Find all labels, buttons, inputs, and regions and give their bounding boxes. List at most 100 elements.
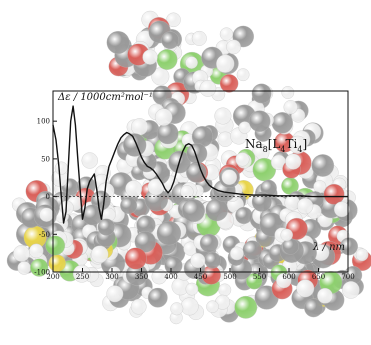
y-tick-label: -50 [39, 231, 50, 239]
atom-sphere [29, 243, 44, 259]
atom-sphere [30, 258, 49, 277]
atom-sphere [242, 240, 262, 260]
atom-sphere [280, 228, 293, 242]
atom-sphere [156, 220, 182, 246]
atom-sphere [288, 135, 307, 154]
atom-sphere [323, 183, 345, 205]
atom-sphere [170, 302, 184, 316]
atom-sphere [246, 273, 263, 290]
atom-sphere [219, 27, 234, 41]
atom-sphere [185, 282, 199, 296]
atom-sphere [45, 235, 66, 256]
atom-sphere [131, 118, 149, 136]
x-tick-label: 400 [164, 273, 177, 281]
x-tick-label: 650 [312, 273, 325, 281]
atom-sphere [123, 133, 147, 157]
y-tick-label: 100 [37, 118, 50, 126]
atom-sphere [106, 285, 124, 303]
atom-sphere [191, 30, 207, 46]
atom-sphere [190, 252, 206, 269]
atom-sphere [81, 152, 98, 169]
compound-label-mid2: Ti [286, 137, 298, 151]
atom-sphere [283, 100, 298, 115]
atom-sphere [342, 281, 360, 299]
compound-label-sub2: 4 [280, 145, 285, 154]
y-axis-label: Δε / 1000cm²mol⁻¹ [57, 92, 153, 103]
atom-sphere [217, 131, 233, 147]
atom-sphere [156, 122, 179, 145]
atom-sphere [340, 237, 358, 256]
atom-sphere [90, 245, 109, 264]
atom-sphere [219, 74, 239, 93]
atom-sphere [313, 180, 327, 194]
atom-sphere [235, 206, 253, 225]
axis-ticks: 200 250 300 350 400 450 500 550 600 650 700100500-… [34, 118, 354, 281]
atom-sphere [304, 298, 323, 318]
compound-label-suffix: ] [302, 137, 307, 151]
compound-label-sub1: 8 [263, 145, 268, 154]
atom-sphere [271, 112, 293, 134]
atom-sphere [161, 31, 179, 50]
atom-sphere [13, 245, 30, 262]
atom-sphere [216, 54, 235, 73]
x-tick-label: 200 [46, 273, 59, 281]
x-tick-label: 600 [282, 273, 295, 281]
atom-sphere [333, 201, 350, 218]
y-tick-label: 0 [46, 193, 50, 201]
atom-sphere [206, 300, 219, 313]
atom-sphere [235, 152, 250, 167]
atom-sphere [276, 272, 292, 289]
atom-sphere [204, 252, 221, 269]
atom-sphere [281, 86, 295, 99]
atom-sphere [230, 246, 244, 261]
atom-sphere [108, 266, 121, 279]
atom-sphere [166, 12, 181, 28]
atom-sphere [147, 287, 168, 308]
atom-sphere [134, 231, 156, 253]
atom-sphere [142, 49, 158, 65]
atom-sphere [185, 56, 198, 69]
y-tick-label: 50 [41, 155, 50, 163]
atom-sphere [151, 67, 170, 86]
compound-label: Na8[L4Ti4] [245, 137, 307, 154]
atom-sphere [214, 107, 232, 125]
x-tick-label: 250 [76, 273, 89, 281]
atom-sphere [218, 283, 232, 297]
atom-sphere [236, 68, 250, 82]
atom-sphere [221, 169, 238, 185]
atom-sphere [296, 279, 315, 298]
atom-sphere [205, 198, 229, 222]
atom-sphere [199, 80, 217, 97]
x-tick-label: 700 [341, 273, 354, 281]
cd-spectrum-line [52, 105, 348, 224]
atom-sphere [48, 254, 66, 273]
atom-sphere [186, 143, 208, 164]
atom-sphere [156, 49, 178, 70]
atom-sphere [130, 298, 147, 315]
atom-sphere [106, 31, 130, 54]
atom-sphere [124, 247, 147, 270]
atom-sphere [199, 233, 219, 253]
compound-label-mid1: [L [268, 137, 281, 151]
atom-sphere [355, 248, 369, 262]
atom-sphere [238, 121, 251, 134]
atom-sphere [226, 39, 241, 55]
atom-sphere [97, 218, 115, 236]
x-tick-label: 300 [105, 273, 118, 281]
atom-sphere [251, 83, 272, 104]
cd-spectrum [52, 105, 348, 224]
atom-sphere [120, 197, 138, 214]
atom-sphere [311, 154, 335, 177]
x-axis-label: λ / nm [312, 242, 345, 253]
compound-label-prefix: Na [245, 137, 263, 151]
compound-label-sub3: 4 [297, 145, 302, 154]
atom-sphere [17, 261, 31, 275]
atom-sphere [182, 199, 205, 222]
atom-sphere [154, 108, 173, 126]
atom-sphere [180, 185, 194, 199]
atom-sphere [39, 207, 54, 222]
x-tick-label: 500 [223, 273, 236, 281]
atom-sphere [234, 295, 258, 319]
atom-sphere [248, 110, 271, 132]
